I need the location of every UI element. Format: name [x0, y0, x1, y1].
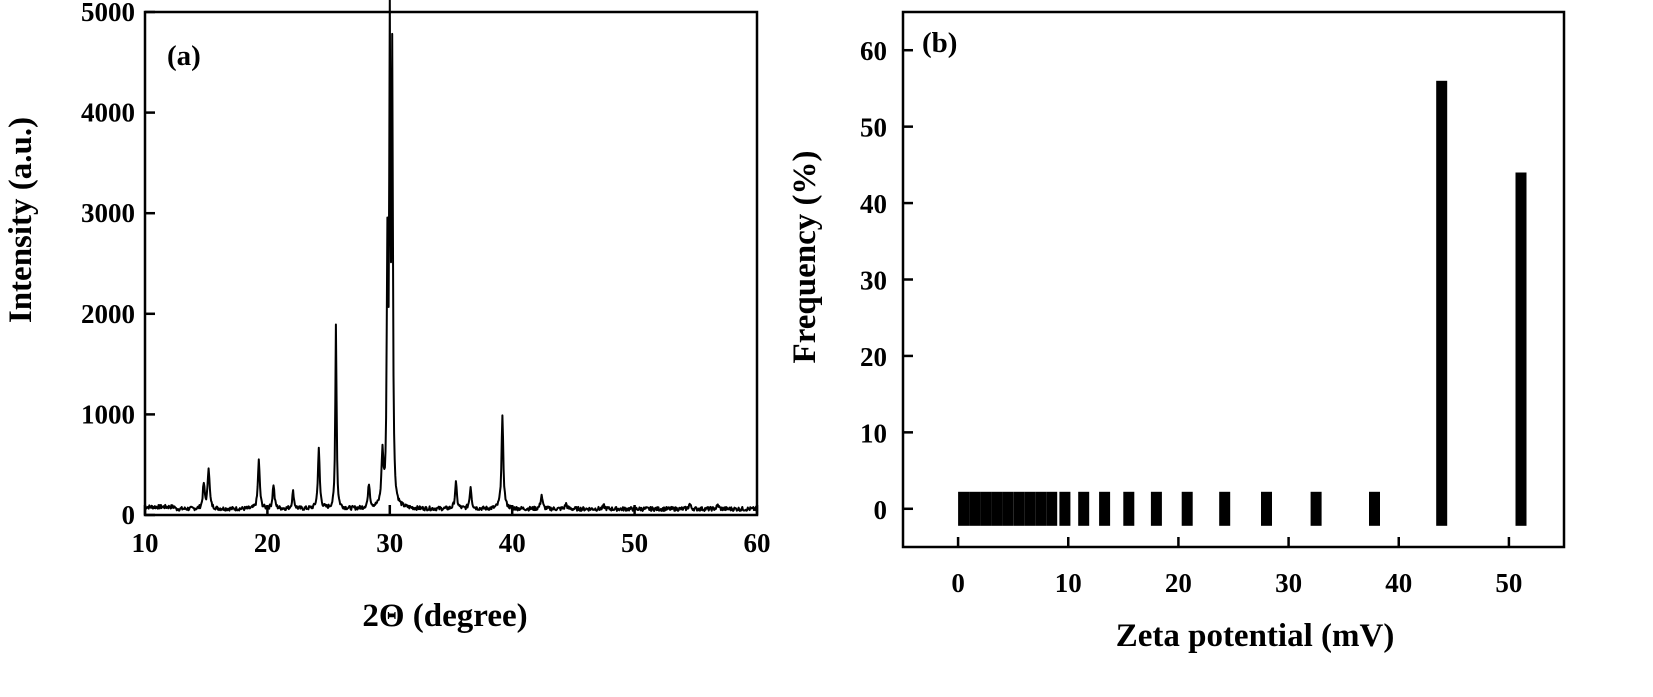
panel-b-bar: [1013, 491, 1025, 526]
panel-b-bar: [991, 491, 1003, 526]
panel-b-x-tick-label: 50: [1495, 568, 1522, 598]
panel-b-y-tick-label: 30: [860, 266, 887, 296]
panel-b-x-tick-label: 0: [951, 568, 965, 598]
panel-b-bar: [1181, 491, 1193, 526]
panel-b-x-axis-title: Zeta potential (mV): [1116, 618, 1395, 654]
panel-b-y-axis-title: Frequency (%): [787, 151, 823, 364]
panel-b-x-tick-label: 40: [1385, 568, 1412, 598]
panel-a-x-tick-label: 40: [499, 528, 526, 558]
panel-b-plot-frame: [901, 10, 1566, 549]
panel-a-x-axis-title: 2Θ (degree): [362, 598, 527, 634]
panel-a-xrd-line: [144, 0, 758, 512]
panel-b-bar: [1099, 491, 1111, 526]
panel-b-label: (b): [922, 27, 957, 59]
panel-b-bar: [958, 491, 970, 526]
panel-a-y-axis-title: Intensity (a.u.): [3, 117, 39, 323]
panel-a-ticks: [143, 10, 759, 517]
panel-a-y-tick-label: 1000: [81, 399, 135, 429]
panel-a-x-tick-label: 20: [254, 528, 281, 558]
panel-b-bar: [969, 491, 981, 526]
panel-b-bar: [1436, 80, 1448, 526]
panel-b-bar: [1059, 491, 1071, 526]
panel-a-y-tick-label: 4000: [81, 98, 135, 128]
panel-b-bar: [1123, 491, 1135, 526]
panel-b-bar: [1035, 491, 1047, 526]
panel-a-x-tick-label: 30: [376, 528, 403, 558]
panel-b-y-tick-label: 20: [860, 342, 887, 372]
panel-b-bar: [980, 491, 992, 526]
panel-b-y-tick-label: 40: [860, 189, 887, 219]
panel-b-bar: [1310, 491, 1322, 526]
panel-b-bar: [1261, 491, 1272, 526]
panel-a-y-tick-label: 0: [122, 500, 136, 530]
panel-b-ticks: [903, 48, 1511, 547]
panel-a-y-tick-label: 2000: [81, 299, 135, 329]
panel-a-y-tick-label: 5000: [81, 0, 135, 27]
panel-b-x-tick-label: 10: [1055, 568, 1082, 598]
panel-b-tick-labels: 0 10 20 30 40 50 0 10 20 30 40 50 60: [860, 36, 1522, 598]
panel-b-bars: [958, 80, 1527, 526]
panel-b-y-tick-label: 0: [874, 495, 888, 525]
panel-a-label: (a): [167, 40, 201, 72]
panel-b-y-tick-label: 50: [860, 113, 887, 143]
panel-b-x-tick-label: 20: [1165, 568, 1192, 598]
panel-b-y-tick-label: 60: [860, 36, 887, 66]
panel-b-bar: [1219, 491, 1231, 526]
panel-b-bar: [1046, 491, 1058, 526]
panel-a-xrd-chart: 10 20 30 40 50 60 0 1000 2000 3000 4000 5000 (a) 2Θ…: [3, 0, 771, 634]
panel-b-bar: [1002, 491, 1014, 526]
panel-b-zeta-chart: 0 10 20 30 40 50 0 10 20 30 40 50 60 (b) Zeta potent…: [787, 10, 1566, 654]
panel-a-tick-labels: 10 20 30 40 50 60 0 1000 2000 3000 4000 5000: [81, 0, 771, 558]
panel-b-bar: [1150, 491, 1162, 526]
panel-b-bar: [1078, 491, 1090, 526]
panel-b-bar: [1369, 491, 1380, 526]
panel-a-y-tick-label: 3000: [81, 198, 135, 228]
panel-b-bar: [1515, 172, 1527, 526]
panel-b-bar: [1024, 491, 1036, 526]
panel-a-plot-frame: [143, 10, 759, 517]
panel-b-y-tick-label: 10: [860, 418, 887, 448]
panel-a-x-tick-label: 10: [132, 528, 159, 558]
panel-b-x-tick-label: 30: [1275, 568, 1302, 598]
panel-a-x-tick-label: 50: [621, 528, 648, 558]
panel-a-x-tick-label: 60: [744, 528, 771, 558]
